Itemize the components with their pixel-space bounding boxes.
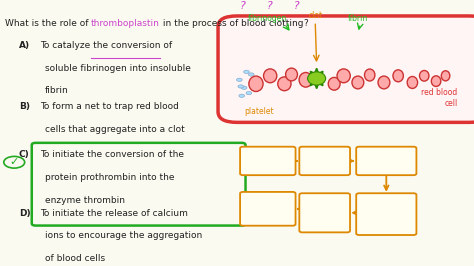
Text: clot: clot [308,11,322,20]
Text: C): C) [19,150,30,159]
Text: Thromboplastin
released: Thromboplastin released [358,154,414,168]
Text: cells that aggregate into a clot: cells that aggregate into a clot [45,125,185,134]
Circle shape [238,85,244,88]
Text: platelet: platelet [244,107,274,116]
Circle shape [251,84,256,87]
Text: Blood vessel
damaged: Blood vessel damaged [245,154,291,168]
Circle shape [241,86,247,89]
Text: ?: ? [304,19,309,28]
Ellipse shape [378,76,390,89]
Ellipse shape [419,70,429,81]
Ellipse shape [393,70,403,82]
Text: ?      ?      ?: ? ? ? [240,1,300,11]
Text: To catalyze the conversion of: To catalyze the conversion of [40,41,173,50]
Ellipse shape [352,76,364,89]
Text: thromboplastin: thromboplastin [91,19,160,28]
Text: red blood
cell: red blood cell [421,88,457,108]
Text: soluble fibrinogen into insoluble: soluble fibrinogen into insoluble [45,64,191,73]
Text: B): B) [19,102,30,111]
Text: fibrin: fibrin [348,14,368,23]
Text: fibrinogen: fibrinogen [248,14,287,23]
FancyBboxPatch shape [300,147,350,175]
FancyBboxPatch shape [300,193,350,232]
FancyBboxPatch shape [240,147,296,175]
Circle shape [237,78,242,81]
Ellipse shape [249,76,263,92]
Text: blood clotting: blood clotting [241,19,304,28]
Text: in the process of: in the process of [160,19,241,28]
Circle shape [244,70,249,73]
Text: Thromboplastin
converts
prothrombin
into thrombin
(needs Ca²⁺): Thromboplastin converts prothrombin into… [358,196,414,232]
Ellipse shape [264,69,277,83]
Polygon shape [308,68,326,89]
FancyBboxPatch shape [356,147,416,175]
Text: What is the role of: What is the role of [5,19,91,28]
Ellipse shape [285,68,298,81]
FancyBboxPatch shape [356,193,416,235]
Text: To initiate the release of calcium: To initiate the release of calcium [40,209,188,218]
FancyBboxPatch shape [218,16,474,122]
Text: enzyme thrombin: enzyme thrombin [45,196,125,205]
Circle shape [248,73,254,76]
Text: ions to encourage the aggregation: ions to encourage the aggregation [45,231,202,240]
Text: ✓: ✓ [9,157,19,167]
Text: of blood cells: of blood cells [45,254,105,263]
Ellipse shape [278,77,291,91]
Text: To initiate the conversion of the: To initiate the conversion of the [40,150,184,159]
Ellipse shape [337,69,350,83]
Text: fibrin: fibrin [45,86,69,95]
FancyBboxPatch shape [240,192,296,226]
Text: A): A) [19,41,30,50]
Text: Thrombin
converts
soluble
fibrinogen
into fibrin: Thrombin converts soluble fibrinogen int… [306,195,343,230]
Text: To form a net to trap red blood: To form a net to trap red blood [40,102,179,111]
Ellipse shape [441,71,450,81]
Text: protein prothrombin into the: protein prothrombin into the [45,173,174,182]
Circle shape [246,92,252,95]
Text: Insoluble
fibrin forms
a net/mesh: Insoluble fibrin forms a net/mesh [247,198,289,219]
Ellipse shape [308,72,326,85]
Ellipse shape [407,77,418,88]
Ellipse shape [328,77,340,90]
Circle shape [239,94,245,97]
Text: D): D) [19,209,31,218]
Ellipse shape [431,76,441,86]
Text: Platelets
attracted
to damage: Platelets attracted to damage [305,151,344,171]
Ellipse shape [299,73,312,87]
Ellipse shape [365,69,375,81]
